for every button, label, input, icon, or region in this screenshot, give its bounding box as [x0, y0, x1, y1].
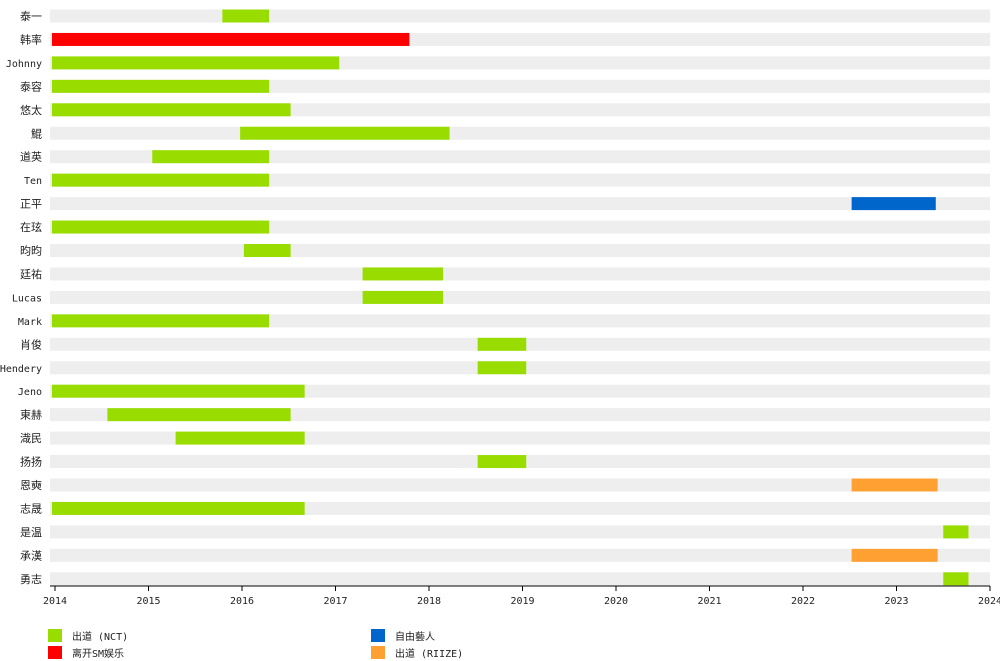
- legend-item-left: 离开SM娱乐: [48, 645, 125, 660]
- timeline-bar-nct: [477, 455, 527, 469]
- row-track: [50, 267, 990, 281]
- timeline-bar-nct: [52, 384, 305, 398]
- timeline-bar-riize: [851, 548, 938, 562]
- row-label: Mark: [18, 317, 42, 328]
- row-label: 昀昀: [20, 244, 42, 258]
- timeline-bar-nct: [243, 244, 291, 257]
- timeline-bar-nct: [362, 267, 444, 281]
- row-label: 渽民: [20, 431, 42, 445]
- row-label: Hendery: [0, 364, 42, 375]
- row-label: Johnny: [6, 59, 42, 70]
- row-label: 勇志: [20, 573, 42, 586]
- row-label: 扬扬: [20, 455, 42, 469]
- timeline-bar-nct: [52, 103, 291, 117]
- timeline-bar-nct: [362, 290, 444, 304]
- timeline-bar-nct: [52, 79, 270, 93]
- row-track: [50, 572, 990, 586]
- legend-swatch-nct: [48, 628, 62, 642]
- legend-swatch-free: [371, 628, 385, 642]
- row-label: 是温: [20, 526, 42, 539]
- row-label: 正平: [20, 198, 42, 211]
- row-track: [50, 244, 990, 257]
- row-label: 廷祐: [20, 268, 42, 281]
- legend-item-nct: 出道 (NCT): [48, 628, 129, 643]
- row-track: [50, 478, 990, 492]
- timeline-bar-nct: [52, 220, 270, 234]
- x-tick-label: 2019: [510, 596, 534, 607]
- row-label: Jeno: [18, 387, 42, 398]
- legend-label-left: 离开SM娱乐: [72, 648, 125, 660]
- legend-label-nct: 出道 (NCT): [72, 631, 129, 643]
- timeline-bar-nct: [107, 408, 291, 422]
- timeline-bar-nct: [477, 337, 527, 351]
- row-label: 志晟: [20, 502, 42, 515]
- row-track: [50, 314, 990, 328]
- row-track: [50, 126, 990, 140]
- timeline-bar-riize: [851, 478, 938, 492]
- row-label: 悠太: [20, 103, 42, 117]
- legend-swatch-left: [48, 645, 62, 659]
- row-track: [50, 173, 990, 187]
- timeline-bar-nct: [52, 501, 305, 515]
- row-label: Ten: [24, 176, 42, 187]
- row-track: [50, 197, 990, 211]
- chart-legend: 出道 (NCT) 离开SM娱乐 自由藝人 出道 (RIIZE): [0, 627, 1000, 661]
- timeline-bar-nct: [240, 126, 450, 140]
- x-tick-label: 2018: [417, 596, 441, 607]
- x-tick-label: 2014: [43, 596, 67, 607]
- timeline-bar-nct: [175, 431, 305, 445]
- row-label: Lucas: [12, 293, 42, 304]
- x-tick-label: 2017: [323, 596, 347, 607]
- x-tick-label: 2021: [697, 596, 721, 607]
- legend-item-riize: 出道 (RIIZE): [371, 645, 464, 660]
- row-track: [50, 525, 990, 539]
- x-tick-label: 2016: [230, 596, 254, 607]
- timeline-bar-nct: [52, 173, 270, 187]
- row-label: 泰容: [20, 79, 42, 93]
- timeline-bar-nct: [222, 9, 270, 23]
- row-track: [50, 79, 990, 93]
- row-label: 肖俊: [20, 337, 42, 351]
- timeline-bar-nct: [943, 525, 969, 539]
- row-label: 在玹: [20, 220, 42, 234]
- x-tick-label: 2020: [604, 596, 628, 607]
- timeline-bar-nct: [52, 314, 270, 328]
- row-label: 東赫: [20, 409, 42, 422]
- row-label: 泰一: [20, 9, 42, 23]
- row-track: [50, 220, 990, 234]
- row-label: 承漢: [20, 549, 42, 562]
- row-label: 鯤: [31, 127, 42, 140]
- x-tick-label: 2024: [978, 596, 1000, 607]
- row-track: [50, 548, 990, 562]
- x-tick-label: 2023: [884, 596, 908, 607]
- row-track: [50, 150, 990, 164]
- row-label: 恩奭: [20, 479, 42, 492]
- row-label: 道英: [20, 150, 42, 164]
- row-label: 韩率: [20, 32, 42, 46]
- timeline-bar-nct: [52, 56, 340, 70]
- timeline-bar-nct: [152, 150, 270, 164]
- timeline-bar-left: [52, 32, 410, 46]
- timeline-bar-nct: [943, 572, 969, 586]
- legend-label-free: 自由藝人: [395, 631, 435, 643]
- legend-item-free: 自由藝人: [371, 628, 435, 643]
- timeline-bar-nct: [477, 361, 527, 375]
- timeline-bar-free: [851, 197, 936, 211]
- x-tick-label: 2015: [136, 596, 160, 607]
- row-track: [50, 9, 990, 23]
- row-track: [50, 290, 990, 304]
- legend-label-riize: 出道 (RIIZE): [395, 648, 464, 660]
- legend-swatch-riize: [371, 645, 385, 659]
- x-tick-label: 2022: [791, 596, 815, 607]
